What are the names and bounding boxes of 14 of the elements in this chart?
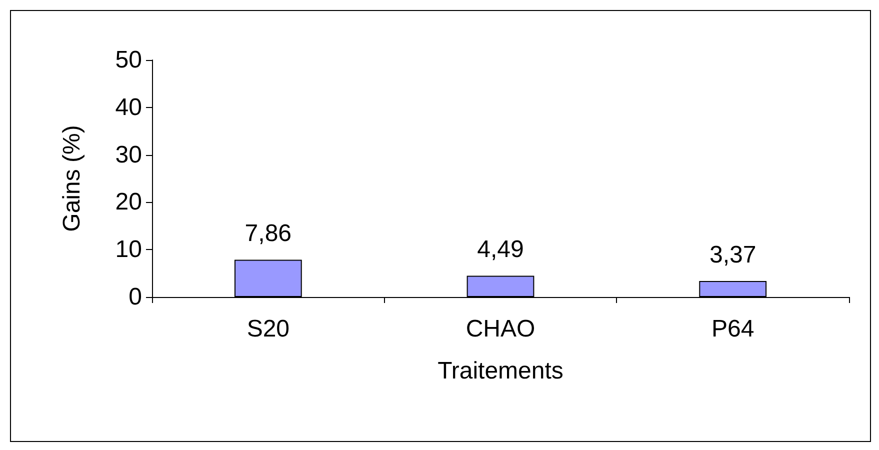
- x-tick-label: P64: [711, 316, 754, 342]
- x-axis-title: Traitements: [438, 358, 564, 384]
- y-axis-title: Gains (%): [58, 125, 86, 232]
- data-label: 4,49: [477, 236, 524, 264]
- y-tick-label: 20: [115, 188, 142, 216]
- data-label: 3,37: [709, 242, 756, 269]
- y-tick-label: 40: [115, 94, 142, 121]
- y-tick-label: 30: [115, 141, 142, 168]
- x-tick-label: CHAO: [466, 316, 536, 342]
- y-tick-label: 10: [115, 236, 142, 264]
- x-tick-label: S20: [246, 316, 290, 342]
- y-tick-label: 50: [115, 46, 142, 74]
- y-tick-label: 0: [128, 284, 142, 310]
- data-label: 7,86: [244, 220, 292, 248]
